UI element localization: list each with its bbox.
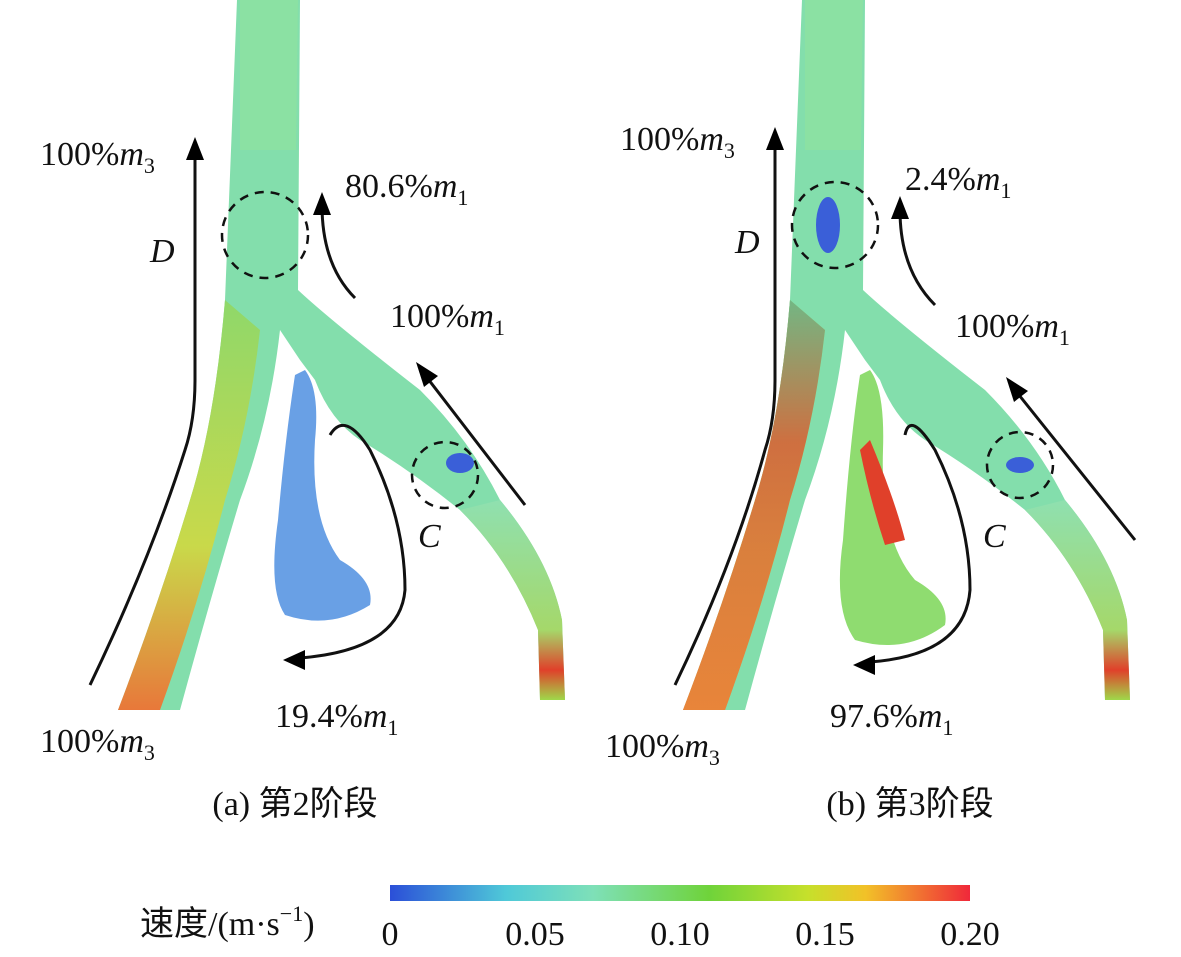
flow-label: 100%m3 [40, 136, 155, 178]
colorbar [390, 885, 970, 901]
flow-sub: 1 [1000, 178, 1011, 203]
flow-value: 100% [620, 121, 699, 158]
region-label: D [149, 233, 175, 270]
flow-var: m [433, 168, 458, 205]
flow-label: 100%m3 [605, 728, 720, 770]
loop-a [274, 370, 371, 621]
flow-var: m [119, 723, 144, 760]
label-sup: −1 [280, 901, 303, 926]
flow-label: 97.6%m1 [830, 698, 953, 740]
flow-label: 19.4%m1 [275, 698, 398, 740]
flow-label: 80.6%m1 [345, 168, 468, 210]
panel-caption: (b) 第3阶段 [826, 785, 993, 823]
flow-sub: 1 [457, 185, 468, 210]
flow-value: 19.4% [275, 698, 363, 735]
flow-sub: 1 [494, 315, 505, 340]
flow-label: 100%m3 [40, 723, 155, 765]
flow-sub: 3 [144, 740, 155, 765]
flow-value: 100% [605, 728, 684, 765]
flow-var: m [684, 728, 709, 765]
vortex-a [446, 453, 474, 473]
region-label: C [983, 518, 1006, 555]
flow-label: 100%m1 [390, 298, 505, 340]
flow-var: m [1034, 308, 1059, 345]
branch-b [683, 300, 825, 710]
flow-var: m [699, 121, 724, 158]
flow-value: 100% [955, 308, 1034, 345]
arrows-b [673, 127, 1137, 686]
colorbar-tick: 0.20 [940, 916, 1000, 953]
colorbar-tick: 0 [382, 916, 399, 953]
flow-var: m [469, 298, 494, 335]
loop-b [839, 370, 946, 645]
colorbar-label: 速度/(m·s−1) [140, 901, 315, 943]
flow-sub: 3 [144, 153, 155, 178]
flow-value: 2.4% [905, 161, 976, 198]
flow-value: 100% [40, 723, 119, 760]
colorbar-tick: 0.15 [795, 916, 855, 953]
flow-sub: 1 [387, 715, 398, 740]
vortex-b1 [816, 197, 840, 253]
region-label: C [418, 518, 441, 555]
flow-label: 100%m1 [955, 308, 1070, 350]
flow-value: 80.6% [345, 168, 433, 205]
colorbar-tick: 0.10 [650, 916, 710, 953]
flow-value: 100% [390, 298, 469, 335]
flow-sub: 1 [942, 715, 953, 740]
flow-label: 2.4%m1 [905, 161, 1011, 203]
panel-caption: (a) 第2阶段 [212, 785, 377, 823]
flow-sub: 3 [724, 138, 735, 163]
flow-sub: 3 [709, 745, 720, 770]
colorbar-tick: 0.05 [505, 916, 565, 953]
label-end: ) [303, 906, 314, 943]
flow-var: m [918, 698, 943, 735]
flow-var: m [976, 161, 1001, 198]
arrows-a [88, 137, 527, 686]
flow-label: 100%m3 [620, 121, 735, 163]
region-label: D [734, 224, 760, 261]
label-text: 速度/(m·s [140, 905, 280, 943]
flow-value: 100% [40, 136, 119, 173]
flow-sub: 1 [1059, 325, 1070, 350]
flow-var: m [363, 698, 388, 735]
jet-b [860, 440, 905, 545]
flow-value: 97.6% [830, 698, 918, 735]
vortex-b2 [1006, 457, 1034, 473]
flow-var: m [119, 136, 144, 173]
